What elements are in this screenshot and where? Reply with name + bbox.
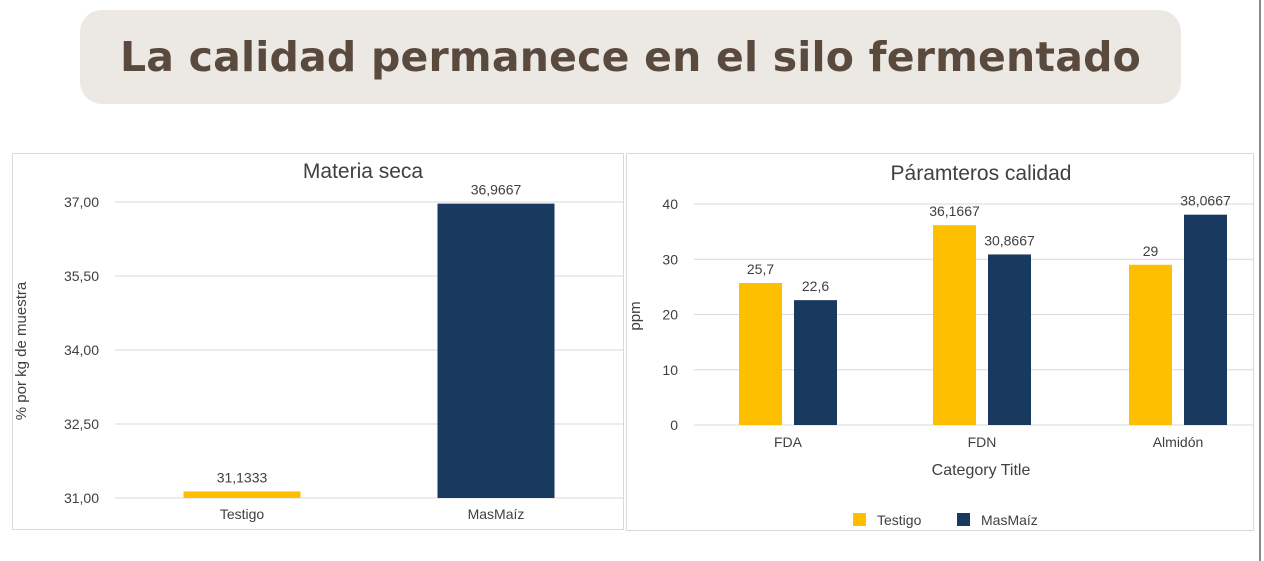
- bar-masmaíz-2: [1184, 214, 1227, 425]
- y-tick-label: 31,00: [64, 490, 99, 506]
- bar-testigo-0: [739, 283, 782, 425]
- legend-swatch-testigo: [853, 513, 866, 526]
- x-axis-label: Category Title: [932, 462, 1031, 479]
- data-label: 29: [1143, 243, 1159, 259]
- chart-title: Páramteros calidad: [891, 162, 1072, 185]
- parametros-calidad-svg: Páramteros calidad ppm Category Title 0 1…: [627, 162, 1253, 528]
- y-tick-label: 0: [670, 417, 678, 433]
- y-tick-label: 35,50: [64, 268, 99, 284]
- data-label: 38,0667: [1180, 193, 1231, 209]
- data-label: 31,1333: [217, 469, 268, 485]
- legend-swatch-masmaíz: [957, 513, 970, 526]
- bar-masmaíz-0: [794, 300, 837, 425]
- title-banner: La calidad permanece en el silo fermenta…: [80, 10, 1181, 104]
- x-tick-label: Testigo: [220, 506, 265, 522]
- y-tick-label: 10: [662, 362, 678, 378]
- page-right-border: [1259, 0, 1261, 561]
- y-axis-label: % por kg de muestra: [13, 281, 30, 420]
- bar-masmaíz: [437, 203, 555, 498]
- bar-masmaíz-1: [988, 254, 1031, 425]
- data-label: 36,9667: [471, 182, 522, 198]
- bar-testigo-1: [933, 225, 976, 425]
- bar-testigo: [183, 491, 301, 498]
- y-tick-label: 37,00: [64, 194, 99, 210]
- y-tick-label: 20: [662, 307, 678, 323]
- data-label: 30,8667: [984, 232, 1035, 248]
- chart-title: Materia seca: [303, 160, 424, 183]
- x-tick-label: Almidón: [1153, 434, 1204, 450]
- page-title: La calidad permanece en el silo fermenta…: [119, 33, 1142, 81]
- bar-testigo-2: [1129, 264, 1172, 425]
- x-tick-label: MasMaíz: [468, 506, 525, 522]
- y-tick-label: 32,50: [64, 416, 99, 432]
- data-label: 25,7: [747, 261, 774, 277]
- y-tick-label: 40: [662, 196, 678, 212]
- legend-label: Testigo: [877, 512, 922, 528]
- data-label: 22,6: [802, 278, 829, 294]
- materia-seca-chart: Materia seca % por kg de muestra 31,00 32…: [12, 153, 624, 530]
- data-label: 36,1667: [929, 203, 980, 219]
- y-tick-label: 30: [662, 251, 678, 267]
- legend-label: MasMaíz: [981, 512, 1038, 528]
- x-tick-label: FDA: [774, 434, 803, 450]
- materia-seca-svg: Materia seca % por kg de muestra 31,00 32…: [13, 160, 623, 522]
- parametros-calidad-chart: Páramteros calidad ppm Category Title 0 1…: [626, 153, 1254, 531]
- y-tick-label: 34,00: [64, 342, 99, 358]
- y-axis-label: ppm: [627, 301, 644, 330]
- x-tick-label: FDN: [968, 434, 997, 450]
